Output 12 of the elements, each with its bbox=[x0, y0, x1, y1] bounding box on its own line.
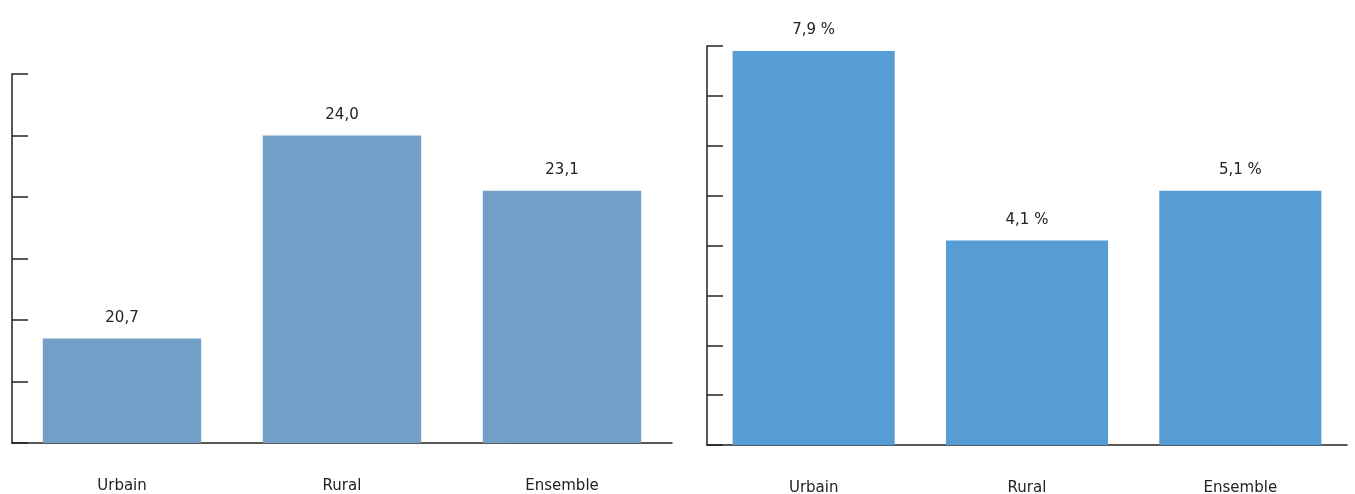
data-label: 7,9 % bbox=[792, 20, 836, 39]
data-label: 23,1 bbox=[545, 160, 579, 179]
x-tick-label: Ensemble bbox=[525, 475, 599, 494]
x-tick-label: Rural bbox=[1007, 477, 1047, 494]
data-label: 5,1 % bbox=[1218, 160, 1262, 179]
x-tick-label: Urbain bbox=[788, 477, 839, 494]
x-tick-label: Ensemble bbox=[1203, 477, 1278, 494]
data-label: 24,0 bbox=[325, 105, 359, 123]
x-tick-label: Rural bbox=[322, 475, 362, 494]
x-tick-label: Urbain bbox=[97, 475, 147, 494]
data-label: 4,1 % bbox=[1005, 210, 1049, 229]
data-label: 20,7 bbox=[105, 307, 139, 326]
